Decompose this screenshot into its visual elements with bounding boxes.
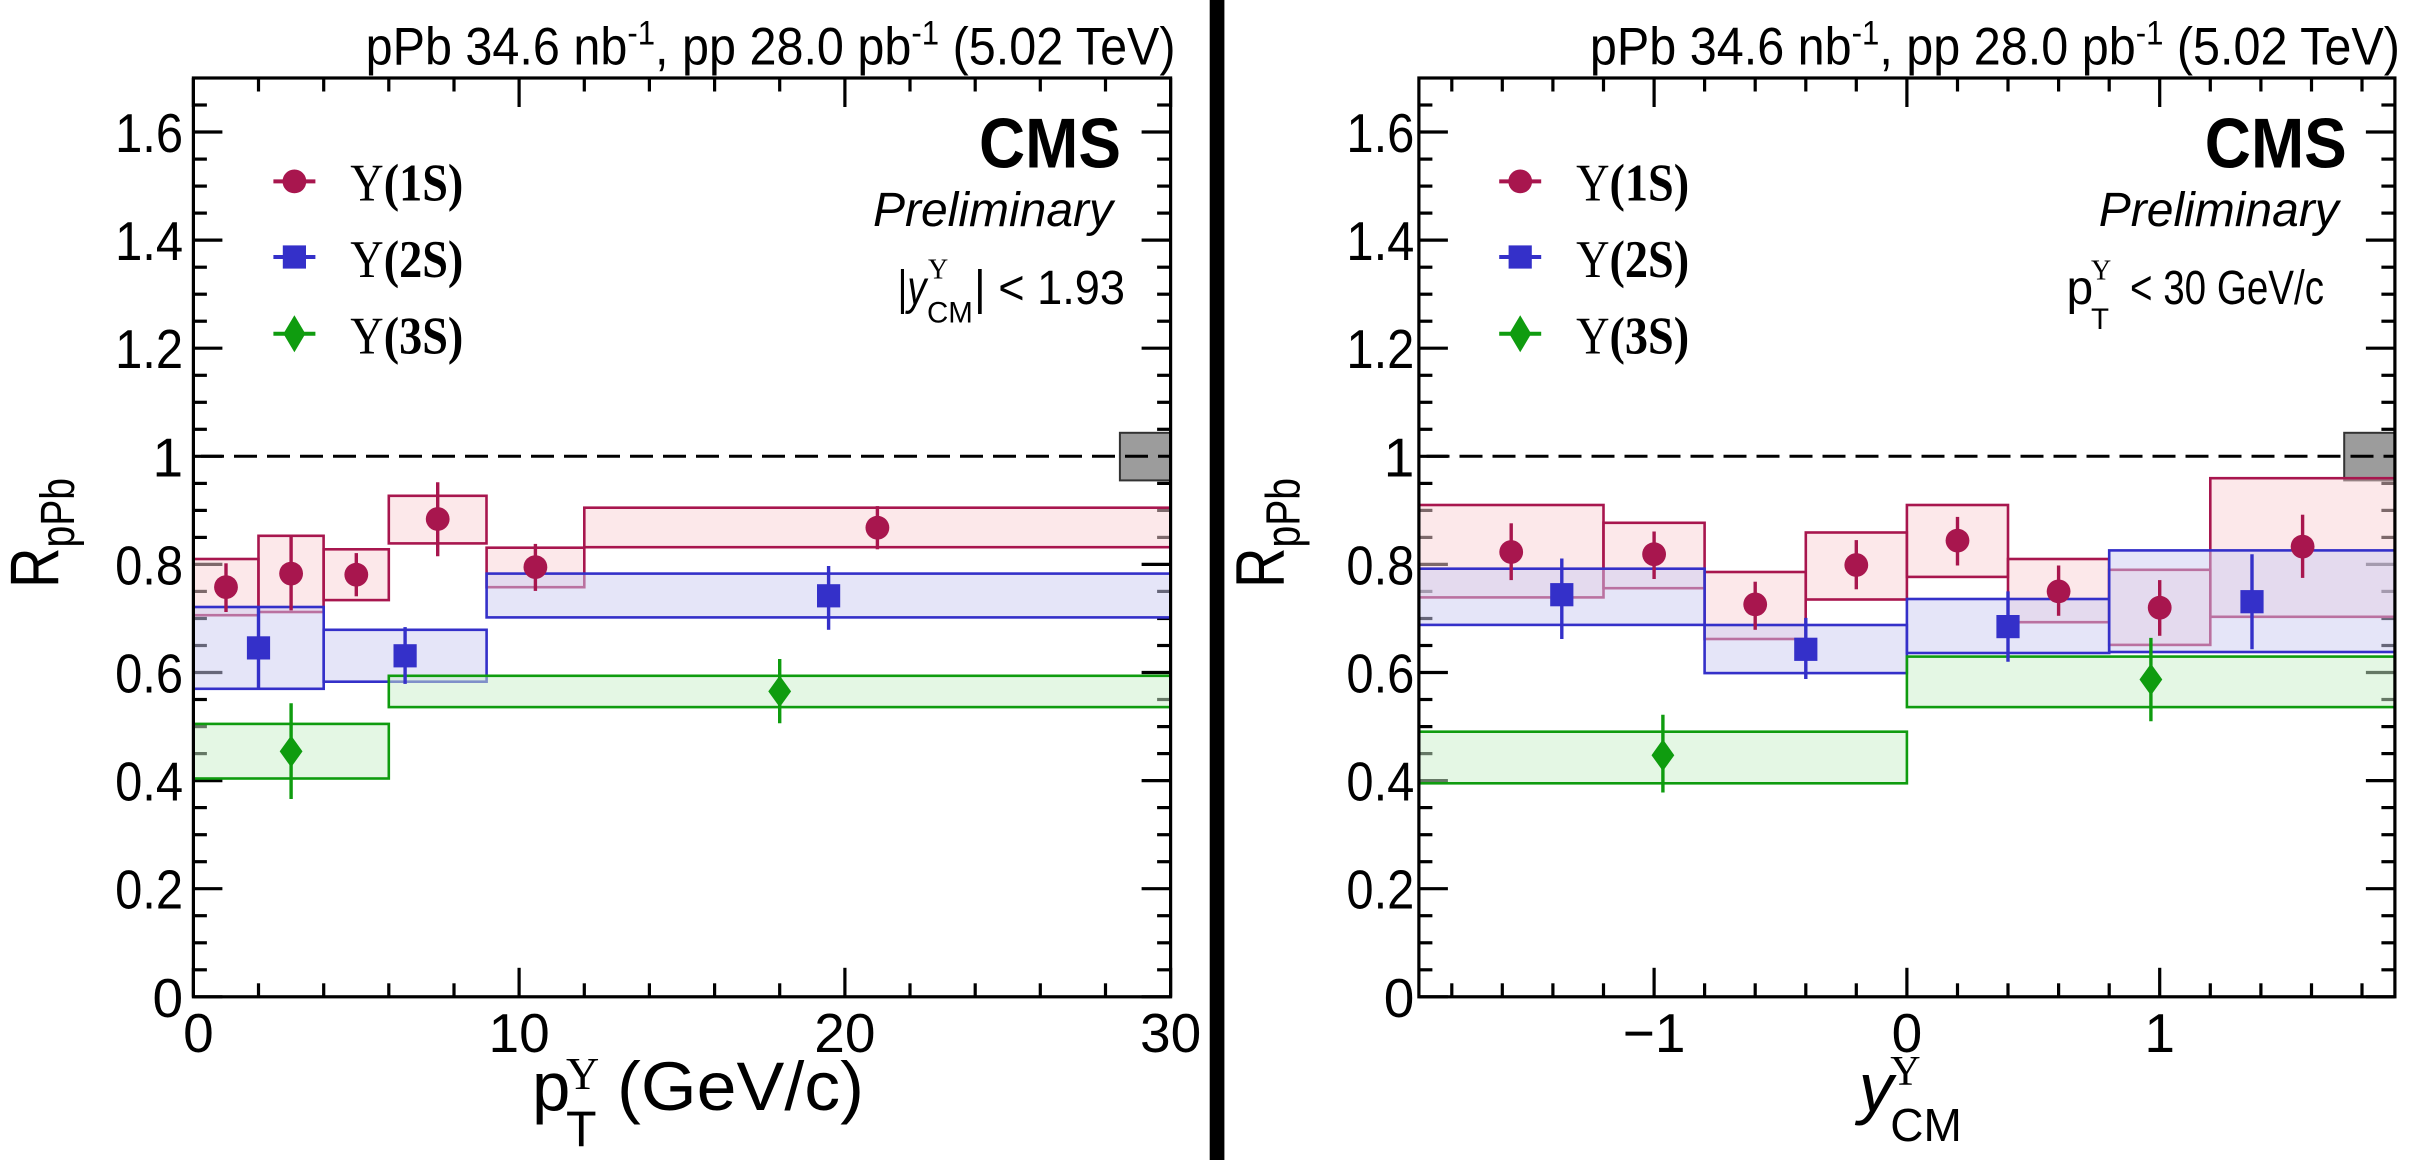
svg-text:Y(2S): Y(2S)	[1576, 231, 1689, 289]
svg-text:CM: CM	[1890, 1099, 1962, 1151]
svg-text:Y: Y	[566, 1048, 599, 1099]
svg-text:0.6: 0.6	[1346, 643, 1414, 705]
svg-text:Y(2S): Y(2S)	[350, 231, 463, 289]
svg-text:Y: Y	[928, 255, 948, 286]
svg-text:1: 1	[1384, 426, 1415, 488]
svg-text:1: 1	[153, 426, 184, 488]
svg-text:Y: Y	[1890, 1049, 1920, 1095]
svg-text:1.6: 1.6	[115, 102, 183, 164]
svg-text:CMS: CMS	[2205, 104, 2347, 183]
svg-text:0.2: 0.2	[1346, 859, 1414, 921]
svg-text:0.6: 0.6	[115, 643, 183, 705]
svg-text:1.2: 1.2	[115, 318, 183, 380]
svg-text:(GeV/c): (GeV/c)	[617, 1048, 864, 1125]
svg-text:pPb 34.6 nb-1, pp 28.0 pb-1 (5: pPb 34.6 nb-1, pp 28.0 pb-1 (5.02 TeV)	[1590, 14, 2400, 76]
svg-text:|y: |y	[898, 262, 929, 315]
svg-text:30: 30	[1140, 1002, 1201, 1064]
svg-text:0.2: 0.2	[115, 859, 183, 921]
svg-text:Y(3S): Y(3S)	[350, 308, 463, 366]
svg-text:| < 1.93: | < 1.93	[974, 262, 1125, 315]
svg-text:CM: CM	[927, 296, 973, 329]
svg-text:Y(3S): Y(3S)	[1576, 308, 1689, 366]
svg-text:10: 10	[489, 1002, 550, 1064]
svg-text:0.8: 0.8	[115, 534, 183, 596]
svg-text:Y(1S): Y(1S)	[350, 154, 463, 212]
svg-text:0.4: 0.4	[1346, 751, 1414, 813]
svg-text:0.8: 0.8	[1346, 534, 1414, 596]
svg-text:−1: −1	[1623, 1002, 1686, 1064]
svg-text:y: y	[1855, 1049, 1897, 1126]
svg-text:1.6: 1.6	[1346, 102, 1414, 164]
svg-text:CMS: CMS	[979, 104, 1121, 183]
svg-text:0: 0	[1892, 1002, 1923, 1064]
svg-text:0: 0	[153, 967, 184, 1029]
svg-text:0: 0	[1384, 967, 1415, 1029]
svg-text:T: T	[2091, 303, 2109, 336]
svg-text:p: p	[2067, 262, 2094, 315]
svg-text:0.4: 0.4	[115, 751, 183, 813]
svg-text:Preliminary: Preliminary	[873, 184, 1116, 237]
svg-text:1.4: 1.4	[115, 210, 183, 272]
svg-text:Y: Y	[2091, 256, 2111, 287]
svg-text:pPb 34.6 nb-1, pp 28.0 pb-1 (5: pPb 34.6 nb-1, pp 28.0 pb-1 (5.02 TeV)	[366, 14, 1176, 76]
svg-text:p: p	[532, 1048, 570, 1125]
svg-text:1.2: 1.2	[1346, 318, 1414, 380]
svg-text:< 30 GeV/c: < 30 GeV/c	[2130, 262, 2324, 315]
svg-text:Preliminary: Preliminary	[2099, 184, 2342, 237]
svg-text:0: 0	[183, 1002, 214, 1064]
svg-text:1.4: 1.4	[1346, 210, 1414, 272]
svg-text:T: T	[566, 1101, 597, 1157]
svg-text:Y(1S): Y(1S)	[1576, 154, 1689, 212]
svg-text:1: 1	[2144, 1002, 2175, 1064]
svg-text:20: 20	[814, 1002, 875, 1064]
